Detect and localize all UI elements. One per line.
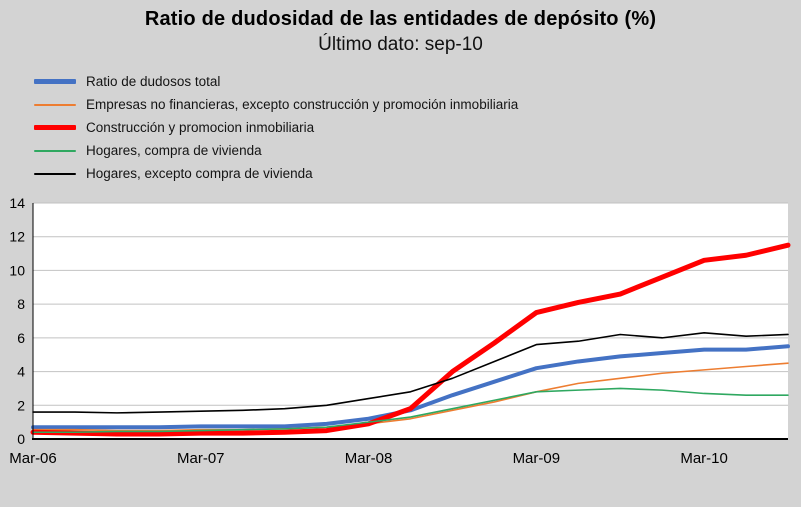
legend-label: Hogares, excepto compra de vivienda	[86, 166, 313, 181]
legend-item: Hogares, excepto compra de vivienda	[34, 162, 801, 185]
legend: Ratio de dudosos total Empresas no financ…	[34, 70, 801, 185]
chart-title: Ratio de dudosidad de las entidades de d…	[144, 8, 657, 30]
plot-background	[33, 203, 788, 439]
series-line-3	[32, 387, 789, 434]
chart-subtitle: Último dato: sep-10	[318, 34, 483, 55]
y-tick-label: 10	[9, 262, 25, 278]
plot-area-wrap: 0 2 4 6 8 10 12 14 Mar-06 Mar-07 Mar-08 Mar-09 Mar-1…	[0, 191, 801, 483]
y-tick-label: 4	[17, 364, 25, 380]
y-tick-label: 14	[9, 195, 25, 211]
y-tick-label: 0	[17, 431, 25, 447]
y-tick-label: 8	[17, 296, 25, 312]
legend-label: Ratio de dudosos total	[86, 74, 221, 89]
x-tick-label: Mar-08	[345, 450, 393, 467]
x-tick-label: Mar-06	[9, 450, 57, 467]
series-line-4	[32, 332, 789, 414]
y-tick-label: 12	[9, 229, 25, 245]
legend-swatch-line	[34, 125, 76, 130]
y-tick-label: 2	[17, 397, 25, 413]
x-tick-label: Mar-09	[513, 450, 561, 467]
legend-item: Empresas no financieras, excepto constru…	[34, 93, 801, 116]
line-chart: 0 2 4 6 8 10 12 14 Mar-06 Mar-07 Mar-08 Mar-09 Mar-1…	[9, 195, 791, 467]
x-tick-label: Mar-10	[680, 450, 728, 467]
legend-item: Construcción y promocion inmobiliaria	[34, 116, 801, 139]
legend-label: Empresas no financieras, excepto constru…	[86, 97, 519, 112]
legend-swatch-line	[34, 149, 76, 152]
series-line-2	[30, 242, 791, 437]
legend-item: Ratio de dudosos total	[34, 70, 801, 93]
series-line-1	[32, 362, 789, 432]
legend-label: Construcción y promocion inmobiliaria	[86, 120, 315, 135]
legend-swatch-line	[34, 103, 76, 106]
y-tick-label: 6	[17, 330, 25, 346]
legend-label: Hogares, compra de vivienda	[86, 143, 262, 158]
legend-swatch-line	[34, 79, 76, 84]
x-tick-label: Mar-07	[177, 450, 225, 467]
legend-swatch-line	[34, 172, 76, 175]
legend-item: Hogares, compra de vivienda	[34, 139, 801, 162]
